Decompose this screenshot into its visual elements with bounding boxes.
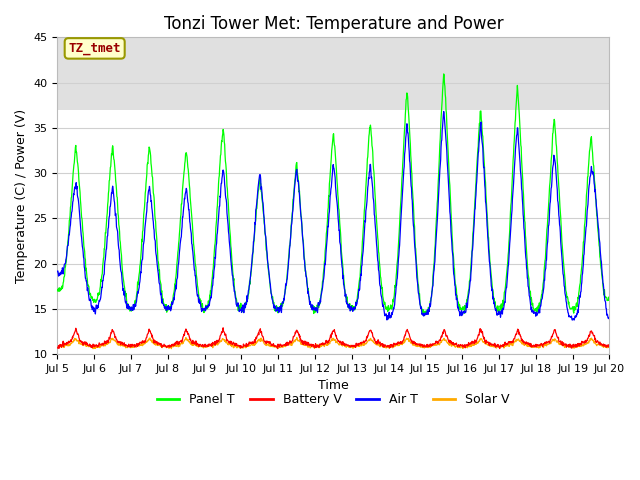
Battery V <box>54 345 61 351</box>
Battery V <box>239 345 246 350</box>
Legend: Panel T, Battery V, Air T, Solar V: Panel T, Battery V, Air T, Solar V <box>152 388 515 411</box>
Panel T <box>541 262 548 268</box>
Air T <box>570 317 578 323</box>
Panel T <box>163 309 171 315</box>
Air T <box>177 241 184 247</box>
Panel T <box>419 311 426 317</box>
Air T <box>54 269 61 275</box>
Panel T <box>177 221 184 227</box>
Panel T <box>492 303 500 309</box>
Solar V <box>163 344 171 350</box>
Battery V <box>605 343 613 349</box>
Battery V <box>274 346 282 351</box>
Panel T <box>54 287 61 293</box>
Line: Solar V: Solar V <box>58 337 609 348</box>
Panel T <box>420 310 428 316</box>
Air T <box>605 315 613 321</box>
Y-axis label: Temperature (C) / Power (V): Temperature (C) / Power (V) <box>15 108 28 283</box>
Bar <box>58 37 609 110</box>
X-axis label: Time: Time <box>318 379 349 393</box>
Solar V <box>54 344 61 350</box>
Battery V <box>541 341 548 347</box>
Solar V <box>420 343 428 349</box>
Solar V <box>541 343 548 348</box>
Panel T <box>238 308 246 313</box>
Panel T <box>440 71 447 77</box>
Line: Panel T: Panel T <box>58 74 609 314</box>
Solar V <box>605 343 613 349</box>
Battery V <box>492 342 500 348</box>
Solar V <box>492 344 500 350</box>
Battery V <box>220 325 227 331</box>
Solar V <box>293 335 301 340</box>
Title: Tonzi Tower Met: Temperature and Power: Tonzi Tower Met: Temperature and Power <box>164 15 503 33</box>
Air T <box>163 304 171 310</box>
Air T <box>492 307 499 313</box>
Battery V <box>163 345 171 350</box>
Battery V <box>177 339 184 345</box>
Air T <box>540 277 548 283</box>
Battery V <box>420 343 428 349</box>
Panel T <box>605 296 613 301</box>
Air T <box>419 311 427 317</box>
Line: Air T: Air T <box>58 111 609 320</box>
Text: TZ_tmet: TZ_tmet <box>68 42 121 55</box>
Line: Battery V: Battery V <box>58 328 609 348</box>
Solar V <box>239 345 246 351</box>
Solar V <box>177 341 184 347</box>
Air T <box>238 305 246 311</box>
Air T <box>440 108 447 114</box>
Solar V <box>89 346 97 351</box>
